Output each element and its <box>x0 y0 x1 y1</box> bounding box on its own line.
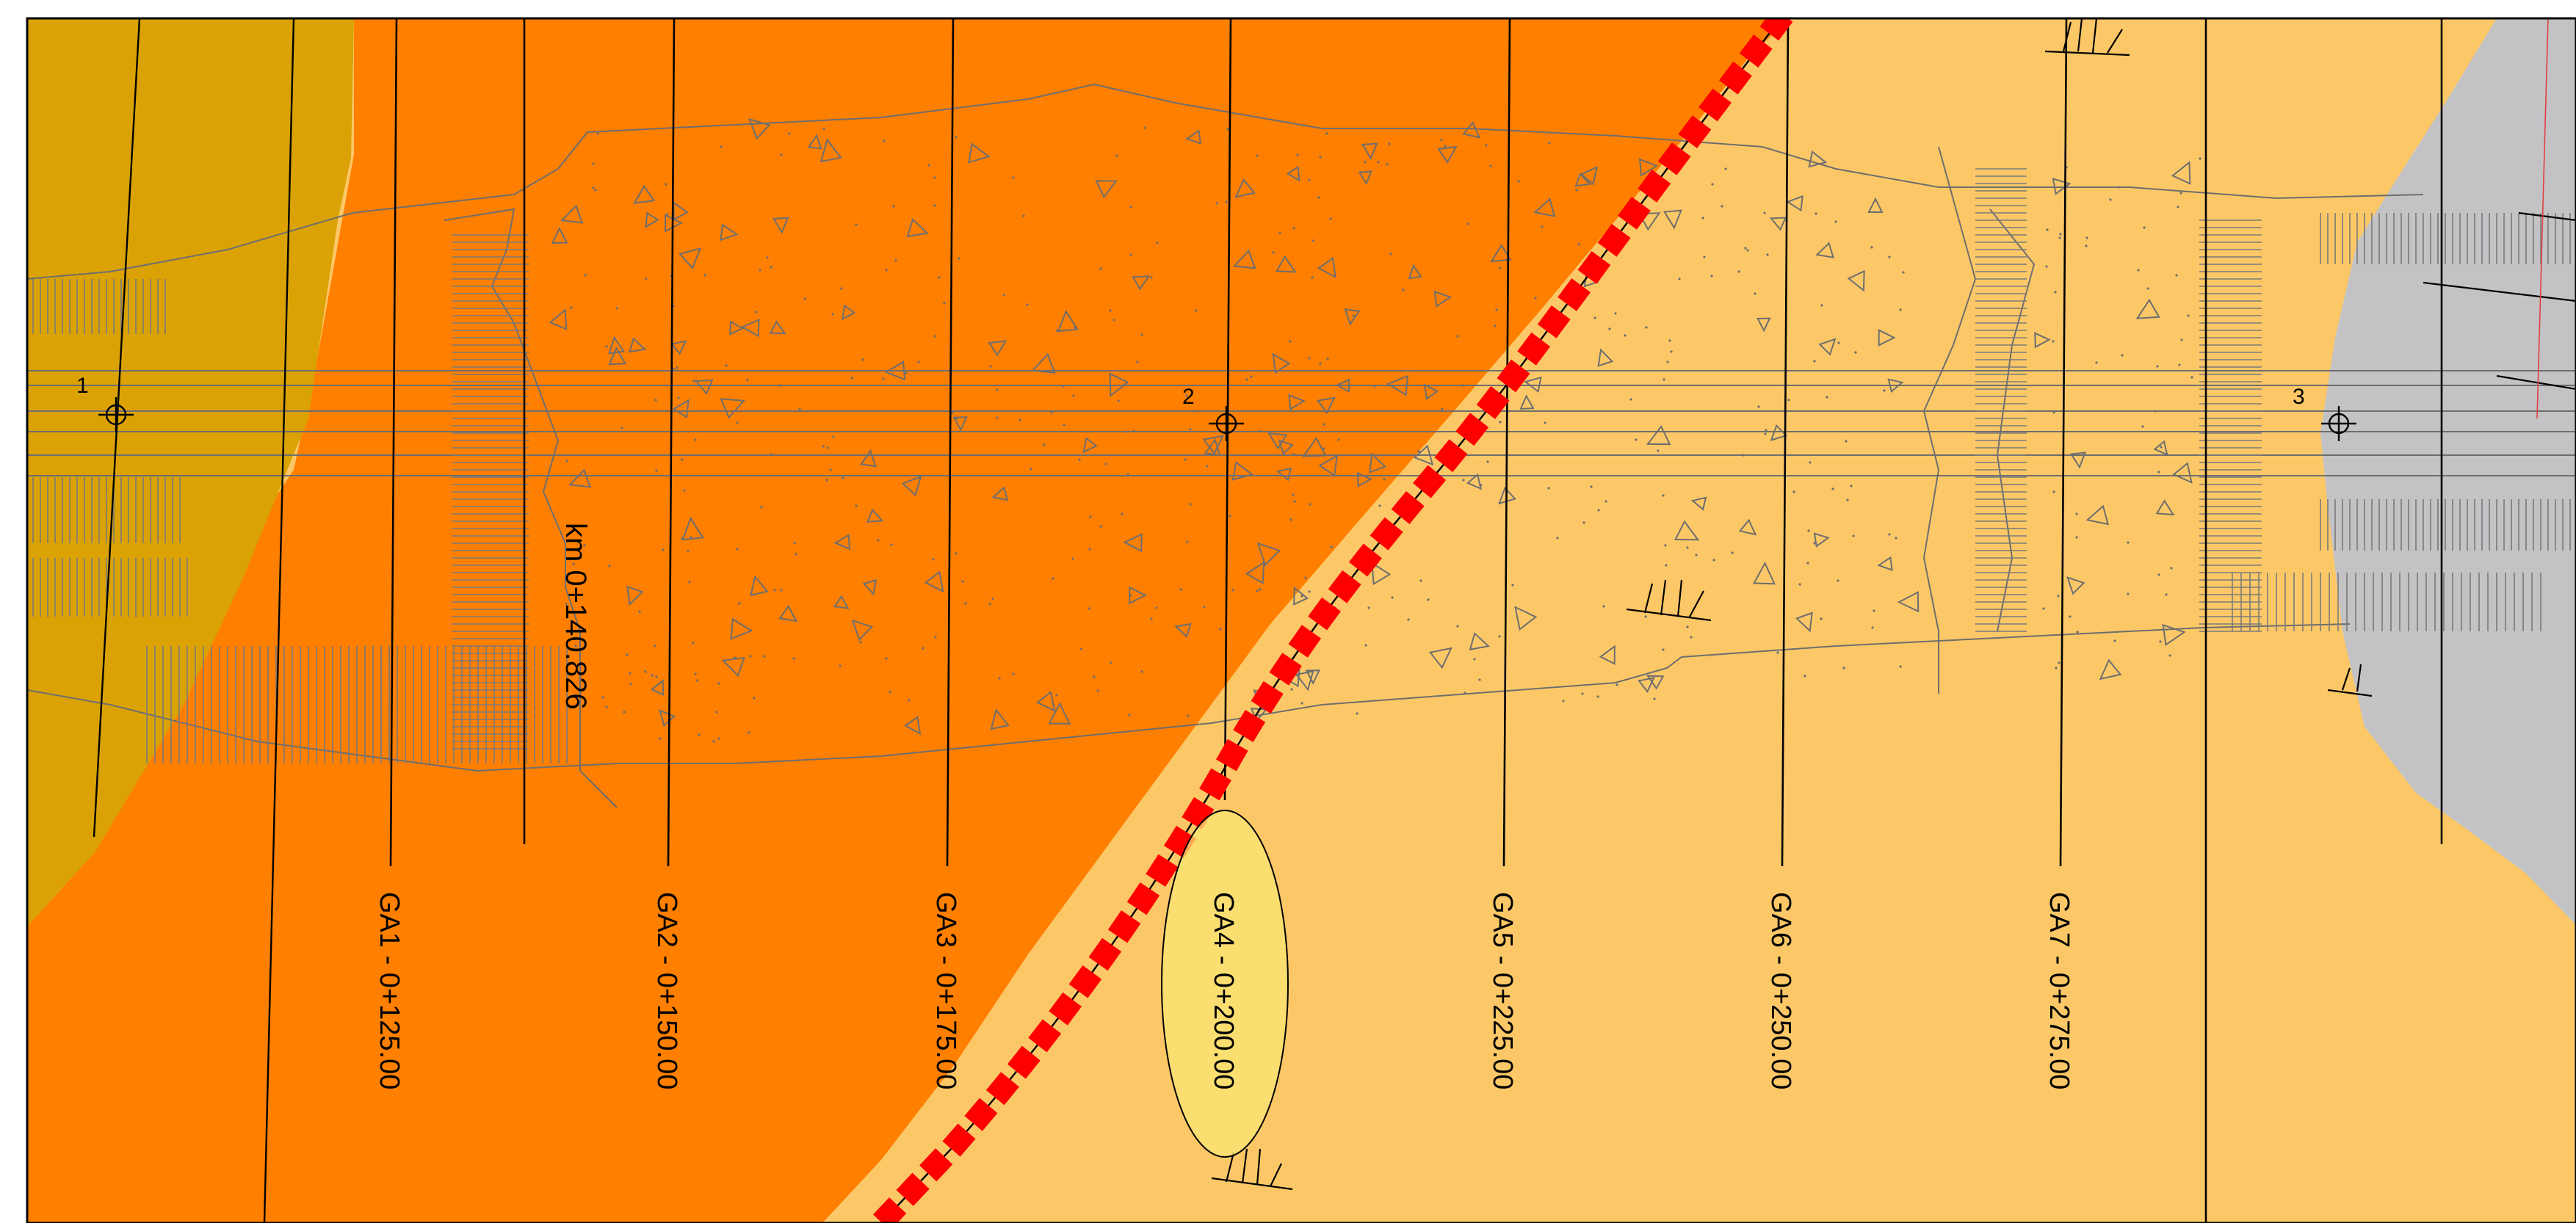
corridor-linework <box>27 83 2576 808</box>
boundary-dash <box>964 1097 998 1131</box>
boundary-dash <box>1657 142 1691 175</box>
boundary-dash <box>1678 115 1712 149</box>
boundary-dash <box>919 1148 953 1182</box>
boundary-dash <box>1597 224 1631 257</box>
boundary-dash <box>1028 1019 1062 1053</box>
boundary-line <box>872 18 1793 1223</box>
section-label: GA4 - 0+200.00 <box>1208 892 1239 1089</box>
boundary-dash <box>1638 170 1671 203</box>
boundary-dash <box>1251 681 1284 714</box>
section-label: GA3 - 0+175.00 <box>930 892 961 1089</box>
boundary-dash <box>1370 517 1403 551</box>
boundary-dash <box>1107 910 1141 943</box>
boundary-dash <box>1215 738 1248 772</box>
boundary-dash <box>1308 597 1341 631</box>
boundary-dash <box>1233 710 1266 742</box>
boundary-dash <box>1007 1045 1041 1079</box>
boundary-dash <box>1557 278 1591 311</box>
boundary-dash <box>1391 490 1425 525</box>
boundary-dash <box>1618 197 1651 230</box>
boundary-dash <box>1759 18 1793 41</box>
boundary-dash <box>1739 35 1773 68</box>
highlight-ellipse <box>1161 810 1289 1158</box>
boundary-dash <box>1577 251 1611 284</box>
zone-dark-yellow <box>27 18 354 926</box>
boundary-dash <box>1413 465 1447 498</box>
section-label: GA5 - 0+225.00 <box>1487 892 1518 1089</box>
boundary-dash <box>1476 386 1510 419</box>
section-line <box>1781 18 1790 867</box>
boundary-dash <box>985 1072 1019 1106</box>
boundary-dash <box>1199 768 1231 801</box>
boundary-dash <box>1288 625 1322 658</box>
grey-zone-linework <box>2423 18 2576 419</box>
section-lines <box>389 18 2443 1223</box>
boundary-dash <box>942 1123 976 1157</box>
section-line <box>2059 18 2068 867</box>
boundary-dash <box>1348 543 1382 577</box>
section-line <box>389 18 398 867</box>
boundary-dash <box>1517 332 1551 366</box>
survey-markers <box>98 397 2356 441</box>
crosshair-icon <box>98 397 134 432</box>
survey-point-label-3: 3 <box>2293 385 2305 409</box>
boundary-dash <box>1146 854 1179 887</box>
section-line <box>946 18 955 867</box>
boundary-dash <box>896 1172 930 1206</box>
section-line <box>667 18 676 867</box>
boundary-dash <box>1126 882 1160 915</box>
boundary-dash <box>1049 992 1082 1026</box>
section-line <box>1223 18 1232 801</box>
vegetation-symbols <box>1211 18 2373 1191</box>
boundary-dash <box>1068 965 1102 998</box>
boundary-dash <box>1434 439 1468 473</box>
boundary-dash <box>1537 305 1571 338</box>
boundary-dash <box>1328 570 1361 603</box>
drawing-frame <box>26 17 2576 1223</box>
boundary-dash <box>1269 653 1302 686</box>
survey-point-label-2: 2 <box>1182 385 1195 409</box>
crosshair-icon <box>1209 406 1244 441</box>
section-label: GA7 - 0+275.00 <box>2044 892 2074 1089</box>
section-label: GA2 - 0+150.00 <box>651 892 682 1089</box>
section-line <box>1502 18 1511 867</box>
section-label: GA6 - 0+250.00 <box>1765 892 1796 1089</box>
survey-point-label-1: 1 <box>76 374 89 398</box>
crosshair-icon <box>2321 406 2356 441</box>
zone-grey <box>2320 18 2576 925</box>
chainage-label: km 0+140.826 <box>560 523 592 710</box>
slope-hatching <box>32 168 2571 763</box>
boundary-dash <box>1455 413 1489 446</box>
boundary-dash <box>1718 61 1752 95</box>
section-labels: GA1 - 0+125.00 GA2 - 0+150.00 GA3 - 0+175.… <box>374 892 2074 1089</box>
boundary-dash <box>1698 88 1732 122</box>
boundary-dash <box>1497 359 1530 393</box>
survey-point-labels: 1 2 3 <box>76 374 2305 409</box>
section-label: GA1 - 0+125.00 <box>374 892 405 1089</box>
boundary-dash <box>1088 937 1122 971</box>
